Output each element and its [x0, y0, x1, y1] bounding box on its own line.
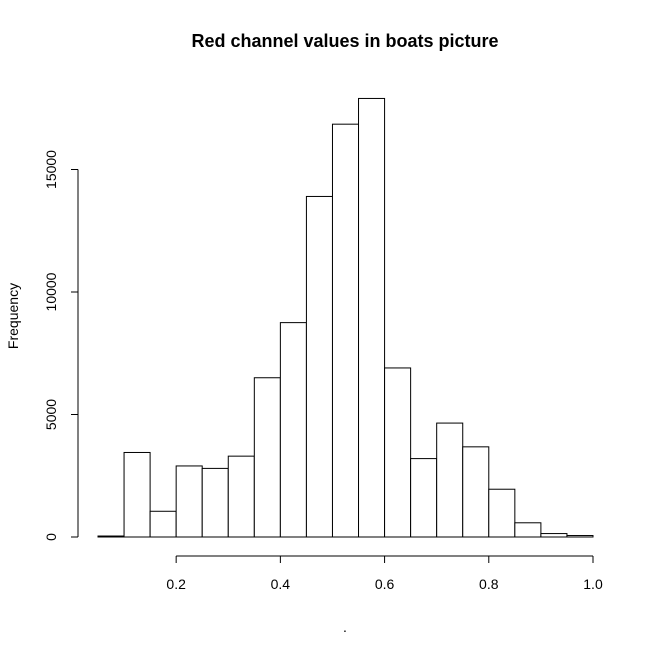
histogram-bar-6 [253, 377, 281, 538]
histogram-bar-15 [488, 488, 516, 538]
histogram-bar-17 [540, 533, 568, 538]
histogram-bar-11 [384, 367, 412, 538]
x-tick-label: 0.2 [166, 576, 186, 592]
y-tick-label: 0 [43, 533, 59, 541]
y-tick-label: 5000 [43, 399, 59, 430]
histogram-bar-12 [410, 458, 438, 538]
y-tick-label: 15000 [43, 150, 59, 189]
histogram-bar-16 [514, 522, 542, 538]
y-tick-label: 10000 [43, 272, 59, 311]
y-axis-label: Frequency [5, 283, 21, 349]
y-axis: 0 5000 10000 15000 [43, 150, 79, 541]
x-tick-label: 0.8 [479, 576, 499, 592]
histogram-bar-10 [358, 97, 386, 538]
histogram-bar-2 [149, 510, 177, 538]
histogram-bar-3 [175, 465, 203, 538]
histogram-bar-8 [305, 195, 333, 538]
histogram-bar-5 [227, 455, 255, 538]
histogram-bar-13 [436, 422, 464, 538]
x-tick-label: 1.0 [583, 576, 603, 592]
histogram-bar-0 [97, 535, 125, 538]
histogram-bar-9 [331, 123, 360, 538]
histogram-bar-4 [201, 467, 229, 538]
histogram-bar-14 [462, 446, 490, 538]
x-tick-label: 0.6 [375, 576, 395, 592]
x-axis: 0.2 0.4 0.6 0.8 1.0 [166, 555, 603, 592]
histogram-bar-1 [123, 451, 151, 538]
chart-title: Red channel values in boats picture [191, 31, 498, 51]
histogram-bar-7 [279, 322, 307, 538]
histogram-bar-18 [566, 535, 594, 538]
x-axis-label: . [343, 619, 347, 635]
histogram-bars [97, 97, 594, 538]
x-tick-label: 0.4 [271, 576, 291, 592]
